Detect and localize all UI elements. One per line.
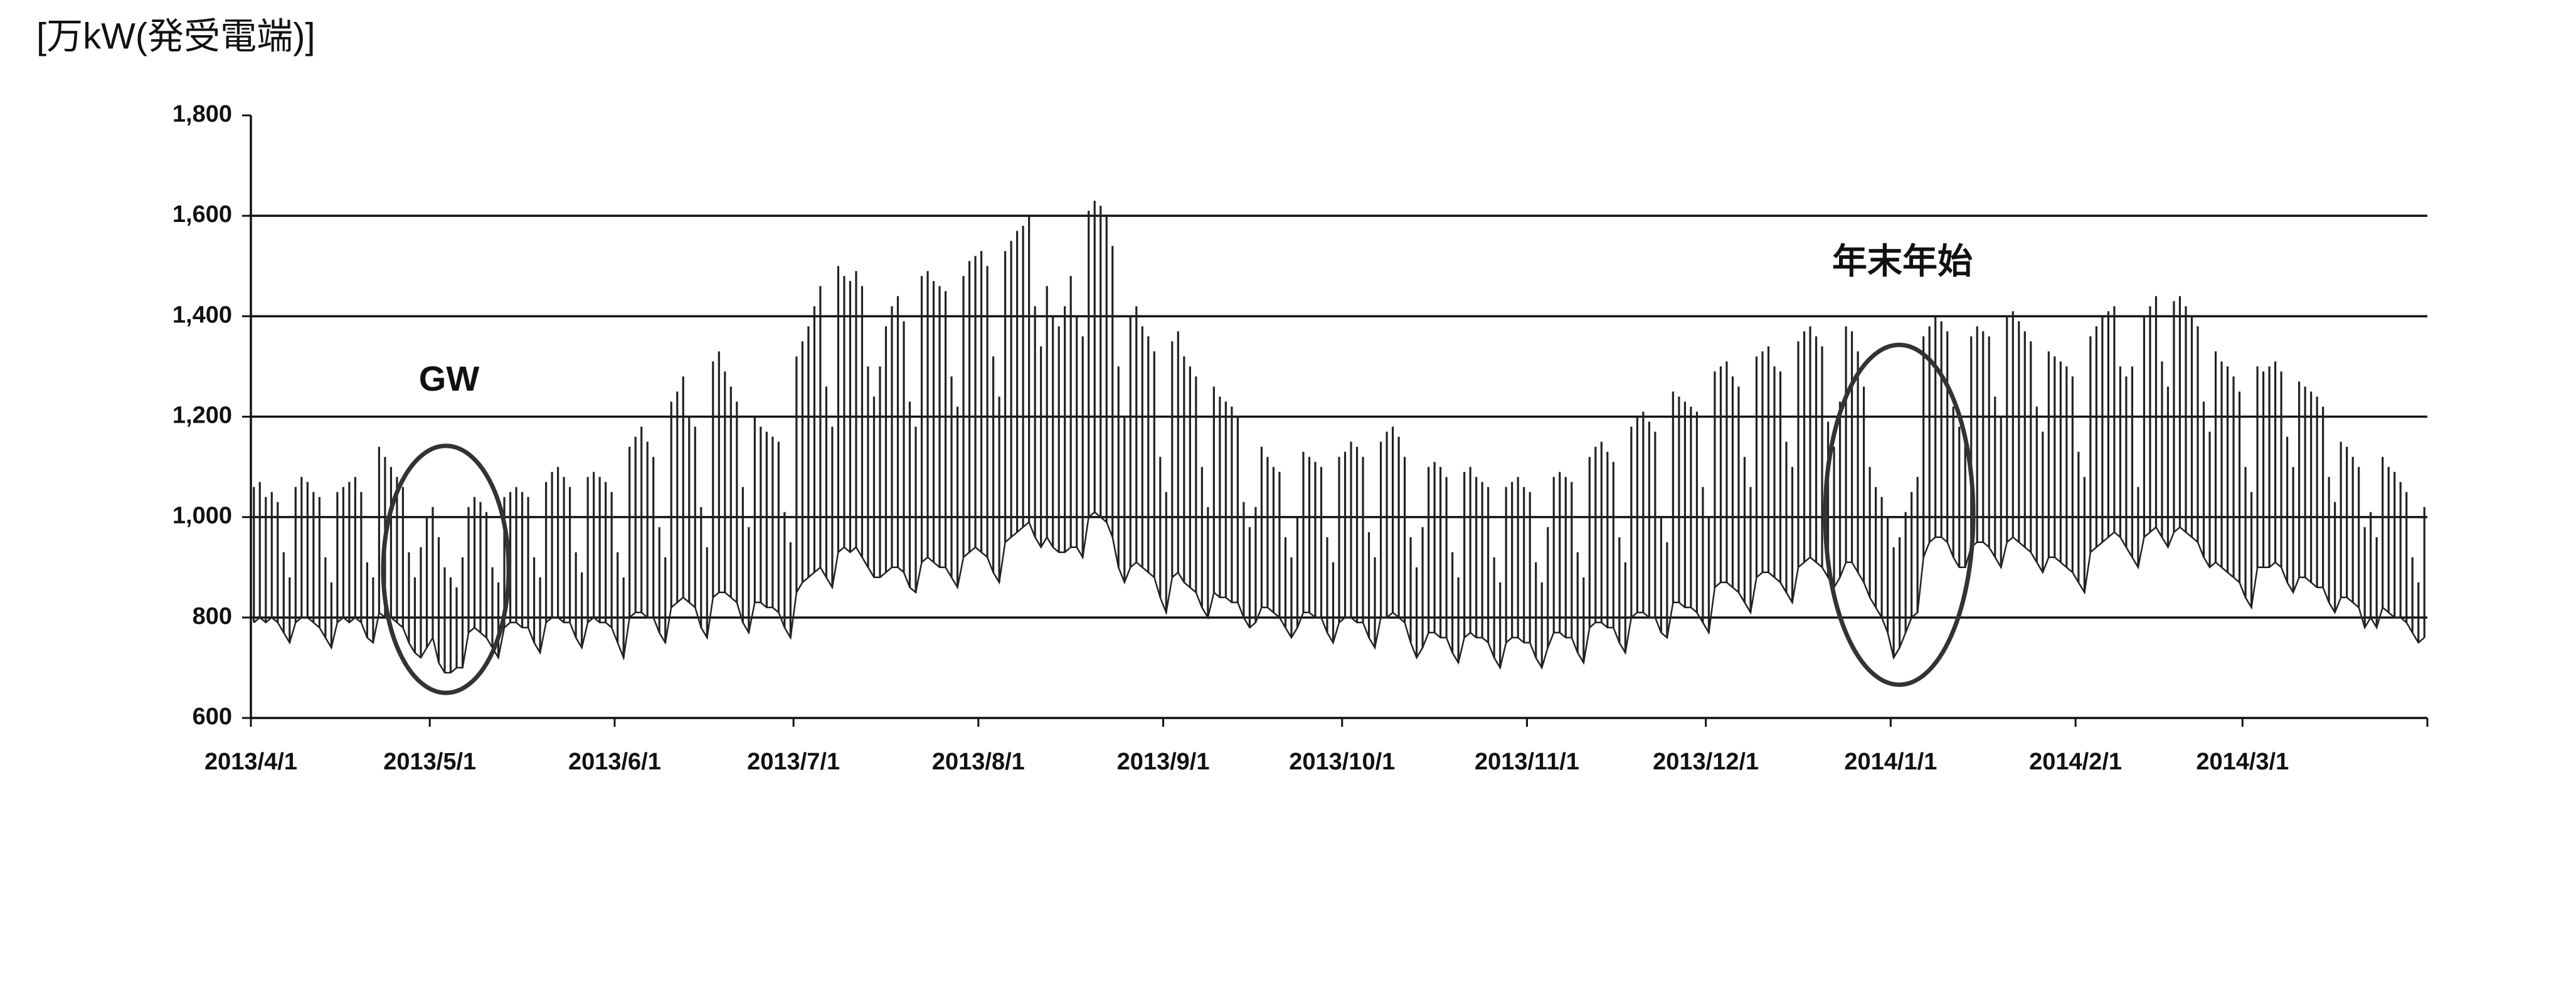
annotation: 年末年始 <box>1832 241 1973 281</box>
low-line <box>253 511 2425 674</box>
x-tick-label: 2013/5/1 <box>383 749 476 775</box>
y-axis-unit: [万kW(発受電端)] <box>36 16 315 56</box>
y-tick-label: 1,400 <box>172 302 232 328</box>
x-tick-label: 2014/2/1 <box>2029 749 2122 775</box>
x-tick-label: 2013/11/1 <box>1475 749 1579 775</box>
x-tick-label: 2013/6/1 <box>568 749 661 775</box>
x-tick-label: 2013/9/1 <box>1117 749 1210 775</box>
x-tick-label: 2013/4/1 <box>204 749 297 775</box>
x-tick-label: 2013/7/1 <box>747 749 840 775</box>
annotation: GW <box>419 359 480 398</box>
y-tick-label: 1,600 <box>172 201 232 228</box>
x-tick-label: 2013/12/1 <box>1653 749 1759 775</box>
y-tick-label: 600 <box>193 704 232 730</box>
y-tick-label: 1,200 <box>172 403 232 429</box>
annotation-circle <box>1823 342 1976 687</box>
x-tick-label: 2013/10/1 <box>1289 749 1395 775</box>
y-tick-label: 1,800 <box>172 101 232 127</box>
x-tick-label: 2014/3/1 <box>2196 749 2289 775</box>
y-tick-label: 1,000 <box>172 503 232 529</box>
y-tick-label: 800 <box>193 603 232 630</box>
x-tick-label: 2013/8/1 <box>932 749 1025 775</box>
x-tick-label: 2014/1/1 <box>1844 749 1937 775</box>
annotation-circle <box>381 443 511 695</box>
